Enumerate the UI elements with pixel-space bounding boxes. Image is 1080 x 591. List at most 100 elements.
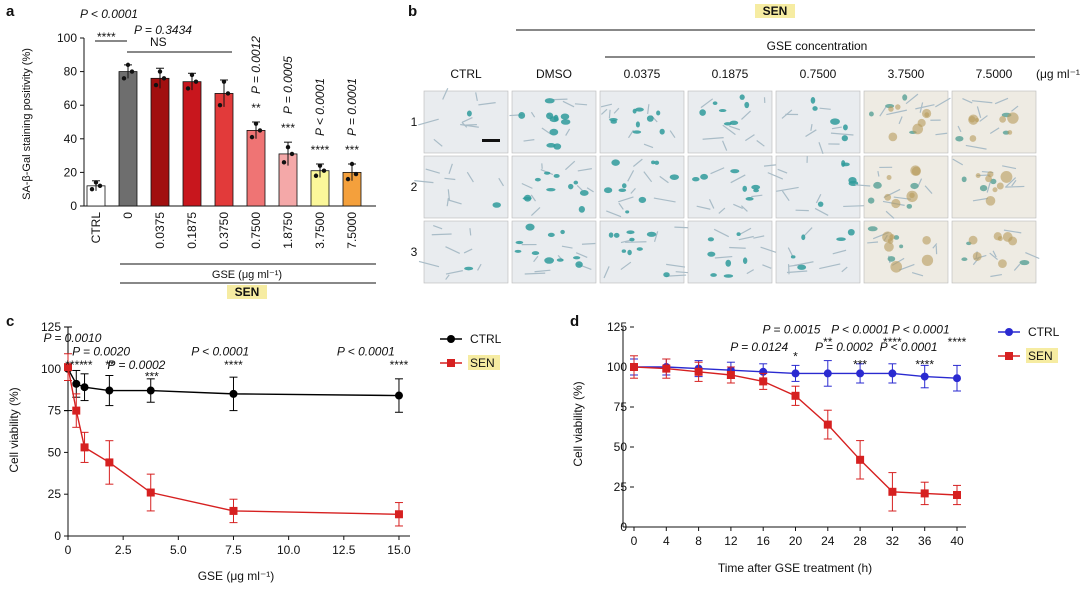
panel-b-cell-fiber — [445, 246, 461, 254]
panel-b-stained-cell — [546, 143, 556, 148]
panel-a-ytick-label: 80 — [64, 65, 78, 79]
panel-b-cell-fiber — [414, 180, 434, 184]
panel-b-cell-fiber — [425, 168, 440, 174]
panel-b-stained-cell — [632, 108, 637, 114]
panel-c-stars: **** — [224, 358, 243, 372]
panel-b-cell-fiber — [1011, 105, 1019, 112]
panel-b-cell-fiber — [979, 115, 988, 122]
panel-c-point-ctrl — [105, 386, 114, 395]
panel-b-cell-fiber — [905, 93, 919, 105]
panel-b-cell-fiber — [586, 187, 594, 193]
panel-d-p-value: P = 0.0002 — [815, 340, 873, 354]
panel-b-stained-cell — [534, 177, 541, 182]
panel-c-ytick-label: 125 — [41, 320, 61, 334]
panel-c-xtick-label: 12.5 — [332, 543, 356, 557]
panel-b-row-label: 3 — [411, 245, 418, 259]
panel-a-point — [97, 183, 103, 189]
panel-b-cell-bg — [687, 220, 773, 284]
panel-b-stained-cell — [893, 235, 900, 240]
panel-b-cell-fiber — [523, 139, 535, 142]
panel-a-xtick-label: 0.1875 — [185, 212, 199, 249]
panel-b-debris — [909, 192, 915, 198]
panel-a-sen-highlight — [227, 285, 267, 299]
panel-b-cell-fiber — [831, 126, 842, 130]
panel-b-stained-cell — [961, 176, 967, 183]
panel-c-letter: c — [6, 313, 14, 330]
panel-a-point — [345, 176, 351, 182]
panel-a-point — [281, 160, 287, 165]
panel-c-p-value: P = 0.0002 — [107, 358, 165, 372]
panel-b-stained-cell — [603, 187, 613, 194]
panel-a-ytick-label: 0 — [70, 199, 77, 213]
panel-b-cell-fiber — [659, 175, 669, 184]
panel-b-cell-fiber — [1005, 185, 1025, 188]
panel-b-stained-cell — [841, 160, 846, 167]
panel-b-stained-cell — [618, 188, 627, 193]
panel-b-micrograph — [863, 90, 951, 154]
panel-b-cell-fiber — [729, 246, 746, 249]
panel-b-cell-fiber — [976, 106, 982, 118]
panel-b-cell-fiber — [418, 118, 439, 126]
panel-b-stained-cell — [579, 190, 589, 196]
panel-b-stained-cell — [817, 201, 824, 207]
panel-c-xtick-label: 7.5 — [225, 543, 242, 557]
panel-b-stained-cell — [725, 259, 732, 267]
panel-a-xtick-label: 0.7500 — [249, 212, 263, 249]
panel-a-ytick-label: 60 — [64, 98, 78, 112]
panel-b-stained-cell — [518, 111, 526, 119]
panel-b-stained-cell — [902, 94, 908, 101]
panel-a-ytick-label: 20 — [64, 165, 78, 179]
panel-b-micrograph — [599, 220, 689, 284]
panel-b-stained-cell — [525, 223, 535, 231]
panel-d-p-value: P < 0.0001 — [880, 340, 938, 354]
panel-d-legend-label: SEN — [1028, 349, 1053, 363]
panel-b-cell-fiber — [898, 116, 903, 125]
panel-a-p-ns: P = 0.3434 — [134, 23, 192, 37]
panel-d-legend-marker-ctrl — [1005, 328, 1013, 336]
panel-b-cell-fiber — [674, 226, 689, 229]
panel-b-cell-fiber — [524, 272, 546, 275]
panel-b-cell-fiber — [627, 129, 634, 139]
panel-a-point — [349, 161, 355, 167]
panel-b-stained-cell — [753, 188, 759, 193]
panel-a-point — [225, 91, 231, 96]
panel-b-cell-fiber — [432, 224, 443, 230]
panel-b-debris — [969, 135, 977, 142]
panel-b-cell-fiber — [718, 207, 726, 214]
panel-b-cell-fiber — [431, 233, 452, 236]
panel-b-stained-cell — [608, 232, 614, 238]
panel-b-stained-cell — [692, 177, 700, 182]
panel-b-stained-cell — [556, 258, 564, 262]
panel-b-stained-cell — [466, 110, 472, 117]
panel-b-row-label: 2 — [411, 180, 418, 194]
panel-d-point-sen — [856, 455, 865, 464]
panel-b-cell-fiber — [562, 100, 575, 108]
panel-b-stained-cell — [1019, 259, 1030, 266]
panel-b-stained-cell — [638, 196, 647, 203]
panel-d-xtick-label: 20 — [789, 534, 803, 548]
panel-b-stained-cell — [514, 249, 522, 253]
panel-c-point-ctrl — [229, 389, 238, 398]
panel-b-stained-cell — [744, 101, 750, 109]
panel-b-cell-fiber — [627, 170, 635, 182]
panel-b-cell-fiber — [753, 235, 765, 239]
panel-c-stars: ** — [105, 358, 115, 372]
panel-a-point — [193, 79, 199, 84]
panel-b-cell-fiber — [463, 248, 473, 254]
panel-b-debris — [999, 116, 1007, 123]
panel-a-ytick-label: 40 — [64, 132, 78, 146]
panel-c: c Cell viability (%) GSE (μg ml⁻¹) 0 25 50… — [6, 313, 502, 583]
panel-b-cell-fiber — [898, 263, 915, 271]
panel-b-cell-bg — [599, 155, 685, 219]
panel-b-stained-cell — [739, 94, 745, 100]
panel-b-cell-fiber — [877, 171, 880, 177]
panel-b-cell-fiber — [475, 92, 478, 101]
panel-b-debris — [895, 104, 901, 110]
panel-d: d Cell viability (%) Time after GSE trea… — [570, 313, 1060, 575]
panel-c-stars: **** — [390, 358, 409, 372]
panel-d-stars: * — [793, 350, 798, 364]
panel-d-xtick-label: 40 — [950, 534, 964, 548]
panel-b-cell-fiber — [581, 242, 596, 245]
panel-b-stained-cell — [651, 160, 656, 165]
panel-b-micrograph — [418, 220, 509, 284]
